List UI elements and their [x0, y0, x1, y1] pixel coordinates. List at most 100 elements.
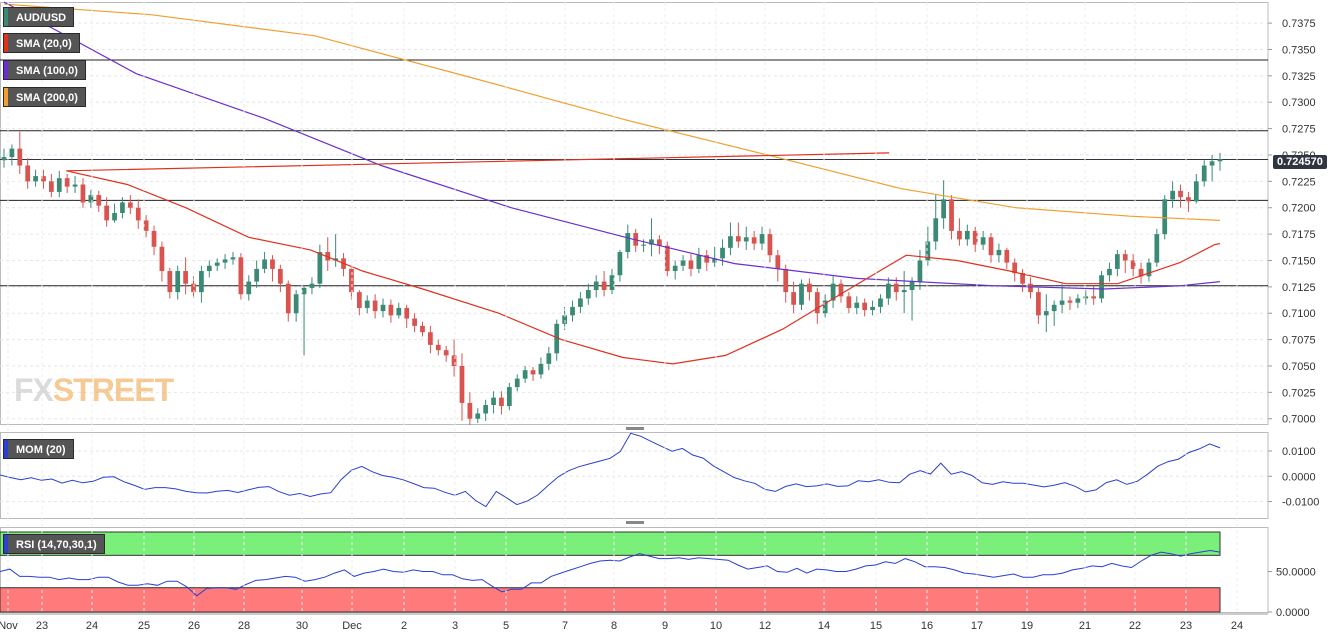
candle-body: [1138, 268, 1144, 277]
candle-body: [1178, 190, 1183, 198]
candle-body: [467, 402, 473, 419]
candle-body: [1170, 190, 1175, 200]
candle-body: [743, 237, 749, 242]
x-tick-label: 21: [1079, 620, 1091, 632]
candle-body: [167, 271, 173, 293]
x-tick-label: 3: [452, 620, 458, 632]
symbol-badge[interactable]: AUD/USD: [3, 7, 75, 27]
sma100-label: SMA (100,0): [16, 65, 78, 77]
sma20-line: [66, 152, 1221, 365]
candle-body: [767, 234, 773, 256]
candle-body: [783, 268, 789, 293]
rsi-badge[interactable]: RSI (14,70,30,1): [3, 534, 105, 554]
candle-body: [1193, 181, 1199, 202]
momentum-panel: -0.0100 0.0000 0.0100: [0, 427, 1319, 524]
candle-body: [578, 298, 583, 307]
candle-body: [680, 260, 686, 266]
rsi-overbought-zone: [0, 531, 1221, 556]
candle-body: [1067, 300, 1073, 303]
candle-body: [538, 363, 544, 375]
sma200-color-bar: [4, 88, 8, 106]
candle-body: [562, 315, 567, 324]
x-tick-label: 8: [611, 620, 617, 632]
candle-body: [199, 271, 204, 293]
candle-body: [1028, 283, 1033, 293]
candle-body: [1004, 249, 1010, 263]
candle-body: [191, 283, 196, 293]
candle-body: [1099, 275, 1104, 299]
candle-body: [317, 252, 323, 284]
candle-body: [1083, 296, 1089, 299]
candle-body: [1059, 300, 1065, 305]
candle-body: [262, 259, 267, 269]
candle-body: [420, 325, 425, 333]
candle-body: [1201, 165, 1207, 182]
price-tick-label: 0.7225: [1282, 176, 1316, 188]
candle-body: [759, 234, 765, 244]
candle-body: [159, 246, 165, 272]
candle-body: [151, 230, 157, 247]
momentum-tick-label: 0.0000: [1282, 471, 1316, 483]
candle-body: [238, 257, 244, 295]
candle-body: [838, 283, 844, 297]
candle-body: [388, 304, 394, 316]
candle-body: [901, 290, 907, 293]
sma20-badge[interactable]: SMA (20,0): [3, 33, 80, 53]
candle-body: [609, 275, 615, 291]
rsi-color-bar: [4, 535, 8, 553]
candle-body: [735, 236, 741, 242]
x-tick-label: 28: [238, 620, 250, 632]
sma20-label: SMA (20,0): [16, 38, 72, 50]
price-tick-label: 0.7125: [1282, 282, 1316, 294]
x-tick-label: 12: [759, 620, 771, 632]
logo-text-street: STREET: [52, 372, 174, 408]
sma200-line: [3, 3, 1221, 221]
candle-body: [364, 300, 370, 308]
candle-body: [546, 353, 552, 364]
candle-body: [80, 184, 86, 203]
x-tick-label: 24: [86, 620, 98, 632]
candle-body: [846, 296, 852, 308]
candle-body: [775, 255, 781, 269]
candle-body: [791, 292, 796, 305]
x-tick-label: 23: [1180, 620, 1192, 632]
sma100-badge[interactable]: SMA (100,0): [3, 60, 86, 80]
price-tick-label: 0.7350: [1282, 44, 1316, 56]
candle-body: [704, 255, 710, 263]
sma200-badge[interactable]: SMA (200,0): [3, 87, 86, 107]
candle-body: [949, 199, 954, 231]
price-tick-label: 0.7075: [1282, 335, 1316, 347]
candle-body: [854, 302, 860, 308]
candle-body: [9, 148, 15, 158]
candle-body: [933, 218, 939, 242]
candle-body: [972, 230, 978, 245]
candle-body: [664, 245, 670, 272]
x-tick-label: 17: [971, 620, 983, 632]
symbol-label: AUD/USD: [16, 12, 67, 24]
candle-body: [206, 265, 212, 272]
candle-body: [72, 184, 78, 187]
candle-body: [112, 213, 117, 221]
candle-body: [799, 283, 804, 305]
x-tick-label: 23: [36, 620, 48, 632]
x-tick-label: 26: [188, 620, 200, 632]
price-tick-label: 0.7325: [1282, 71, 1316, 83]
candle-body: [570, 306, 575, 316]
candle-body: [356, 292, 362, 308]
candle-body: [301, 287, 307, 295]
candle-body: [1146, 262, 1152, 277]
candle-body: [325, 252, 331, 261]
candle-body: [625, 233, 631, 253]
x-tick-label: 16: [921, 620, 933, 632]
x-tick-label: 9: [662, 620, 668, 632]
candle-body: [1036, 292, 1041, 316]
candle-body: [1012, 262, 1018, 274]
mom-badge[interactable]: MOM (20): [3, 439, 74, 459]
candle-body: [175, 271, 181, 293]
candle-body: [17, 148, 23, 166]
candle-body: [814, 292, 820, 314]
candle-body: [443, 350, 449, 356]
candle-body: [657, 239, 662, 246]
candle-body: [412, 318, 417, 326]
